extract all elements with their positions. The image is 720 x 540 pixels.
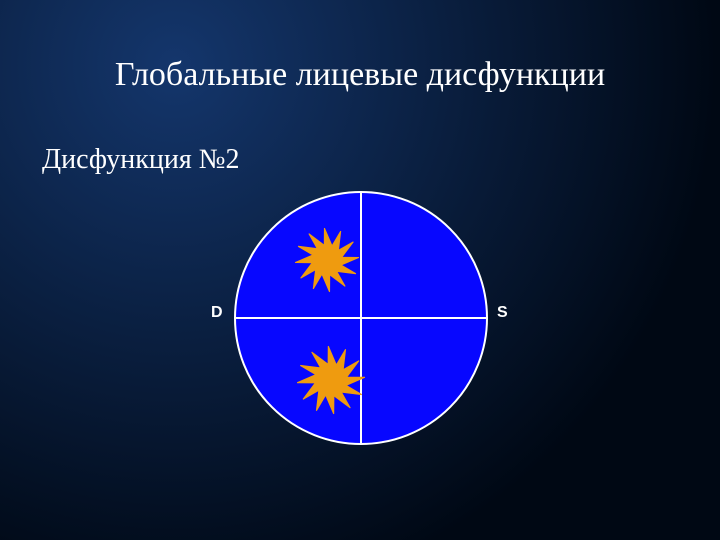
label-left: D — [211, 304, 223, 322]
diagram-container: D S — [233, 190, 489, 446]
slide-title: Глобальные лицевые дисфункции — [0, 56, 720, 94]
quadrant-diagram — [233, 190, 489, 446]
slide-subtitle: Дисфункция №2 — [42, 144, 239, 176]
label-right: S — [497, 304, 508, 322]
